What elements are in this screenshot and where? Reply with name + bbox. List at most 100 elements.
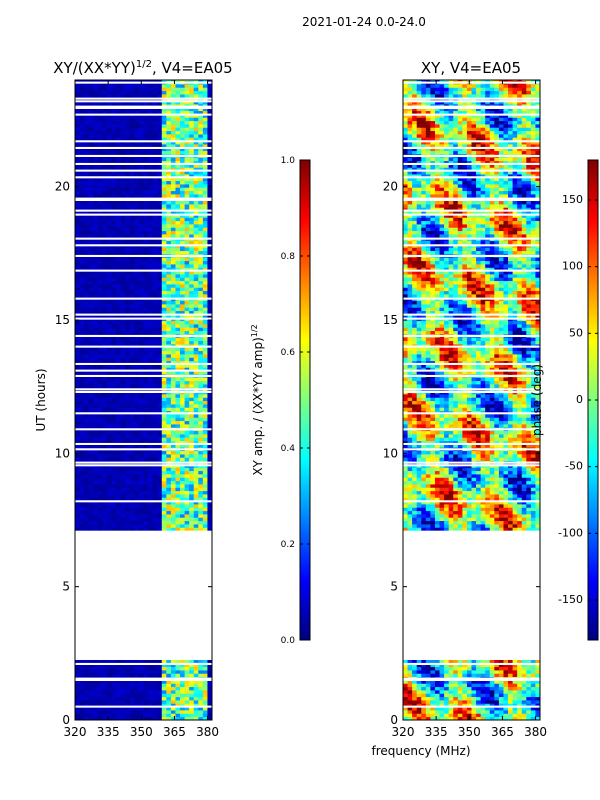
heatmap-cell	[166, 277, 172, 282]
heatmap-cell	[207, 524, 213, 528]
heatmap-cell	[184, 377, 190, 382]
heatmap-cell	[125, 94, 131, 98]
heatmap-cell	[430, 703, 436, 708]
heatmap-cell	[125, 144, 131, 148]
heatmap-cell	[412, 706, 418, 711]
heatmap-cell	[193, 490, 199, 495]
heatmap-cell	[138, 450, 144, 455]
heatmap-cell	[457, 710, 463, 714]
heatmap-cell	[184, 397, 190, 402]
heatmap-cell	[175, 230, 181, 235]
heatmap-cell	[535, 693, 541, 698]
heatmap-cell	[202, 327, 208, 332]
heatmap-cell	[170, 147, 176, 152]
heatmap-cell	[175, 434, 181, 438]
heatmap-cell	[125, 270, 131, 275]
heatmap-cell	[198, 497, 204, 502]
heatmap-cell	[198, 270, 204, 275]
heatmap-cell	[180, 417, 185, 422]
heatmap-cell	[189, 377, 195, 382]
heatmap-cell	[207, 134, 213, 138]
heatmap-cell	[120, 80, 126, 82]
heatmap-cell	[161, 660, 167, 664]
heatmap-cell	[462, 703, 468, 708]
heatmap-cell	[175, 400, 181, 405]
heatmap-cell	[88, 663, 94, 668]
heatmap-cell	[84, 690, 90, 694]
heatmap-cell	[97, 310, 103, 315]
heatmap-cell	[88, 477, 94, 482]
heatmap-cell	[180, 514, 185, 518]
heatmap-cell	[517, 696, 523, 701]
heatmap-cell	[93, 364, 99, 368]
heatmap-cell	[530, 716, 536, 721]
heatmap-cell	[175, 520, 181, 525]
heatmap-cell	[207, 340, 213, 345]
heatmap-cell	[184, 127, 190, 132]
heatmap-cell	[111, 127, 117, 132]
heatmap-cell	[202, 224, 208, 228]
heatmap-cell	[148, 377, 154, 382]
heatmap-cell	[93, 200, 99, 205]
heatmap-cell	[180, 330, 185, 335]
heatmap-cell	[184, 500, 190, 505]
heatmap-cell	[207, 706, 213, 711]
flagged-row	[75, 369, 212, 372]
heatmap-cell	[111, 167, 117, 172]
heatmap-cell	[148, 494, 154, 498]
heatmap-cell	[79, 147, 85, 152]
heatmap-cell	[189, 673, 195, 678]
heatmap-cell	[494, 713, 500, 718]
heatmap-cell	[125, 287, 131, 292]
heatmap-cell	[120, 110, 126, 115]
heatmap-cell	[88, 450, 94, 455]
heatmap-cell	[143, 130, 149, 135]
heatmap-cell	[93, 337, 99, 342]
heatmap-cell	[111, 100, 117, 105]
heatmap-cell	[111, 430, 117, 435]
heatmap-cell	[120, 130, 126, 135]
heatmap-cell	[180, 270, 185, 275]
heatmap-cell	[189, 680, 195, 684]
heatmap-cell	[88, 310, 94, 315]
heatmap-cell	[425, 713, 431, 718]
heatmap-cell	[79, 703, 85, 708]
heatmap-cell	[152, 686, 158, 691]
heatmap-cell	[207, 347, 213, 352]
heatmap-cell	[102, 294, 108, 298]
heatmap-cell	[180, 350, 185, 355]
heatmap-cell	[125, 284, 131, 288]
heatmap-cell	[111, 164, 117, 168]
heatmap-cell	[143, 440, 149, 445]
heatmap-cell	[120, 407, 126, 412]
heatmap-cell	[88, 324, 94, 328]
heatmap-cell	[111, 180, 117, 185]
heatmap-cell	[157, 187, 163, 192]
heatmap-cell	[157, 673, 163, 678]
heatmap-cell	[102, 360, 108, 365]
heatmap-cell	[189, 284, 195, 288]
heatmap-cell	[170, 267, 176, 272]
heatmap-cell	[129, 234, 135, 238]
heatmap-cell	[102, 260, 108, 265]
heatmap-cell	[84, 134, 90, 138]
heatmap-cell	[193, 394, 199, 398]
heatmap-cell	[152, 517, 158, 522]
heatmap-cell	[476, 716, 482, 721]
heatmap-cell	[79, 424, 85, 428]
heatmap-cell	[106, 170, 112, 175]
heatmap-cell	[111, 690, 117, 694]
heatmap-cell	[535, 710, 541, 714]
heatmap-cell	[148, 324, 154, 328]
heatmap-cell	[152, 324, 158, 328]
heatmap-cell	[125, 407, 131, 412]
heatmap-cell	[166, 400, 172, 405]
flagged-row	[75, 390, 212, 393]
heatmap-cell	[180, 207, 185, 212]
heatmap-cell	[189, 524, 195, 528]
heatmap-cell	[152, 234, 158, 238]
heatmap-cell	[202, 287, 208, 292]
heatmap-cell	[161, 330, 167, 335]
heatmap-cell	[79, 130, 85, 135]
heatmap-cell	[88, 703, 94, 708]
